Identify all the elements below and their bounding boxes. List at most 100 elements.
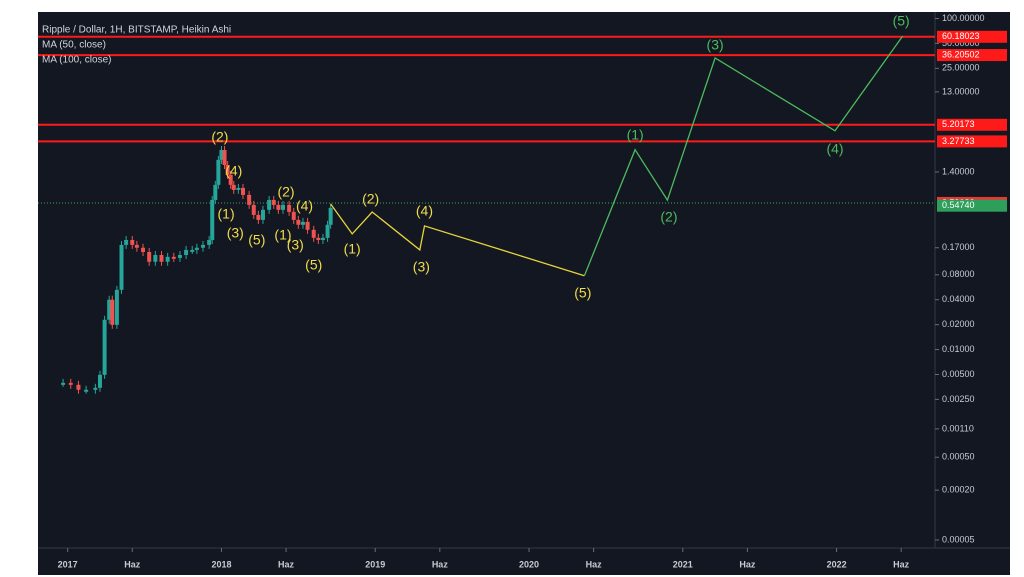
x-tick-label: 2018	[211, 559, 231, 569]
y-tick-label: 0.00250	[942, 394, 975, 404]
wave-label: (2)	[660, 209, 677, 225]
wave-label: (1)	[218, 206, 235, 222]
y-tick-label: 0.00005	[942, 534, 975, 544]
candle	[97, 374, 102, 388]
wave-label: (4)	[296, 198, 313, 214]
candle	[107, 299, 112, 320]
level-price-label: 3.27733	[942, 136, 975, 146]
candle	[219, 149, 224, 160]
wave-label: (2)	[211, 129, 228, 145]
candle	[61, 382, 66, 385]
candle	[165, 256, 170, 262]
candle	[260, 209, 265, 220]
y-tick-label: 0.02000	[942, 319, 975, 329]
candle	[251, 204, 256, 215]
candle	[177, 254, 182, 258]
candle	[207, 239, 212, 245]
x-tick-label: 2019	[365, 559, 385, 569]
candle	[328, 207, 333, 225]
candle	[216, 159, 221, 185]
candle	[305, 221, 310, 230]
plot-area: (2)(4)(1)(3) (5)(2)(4)(1)(3)(5)(1)(2)(3)(…	[38, 13, 935, 394]
y-tick-label: 0.00020	[942, 485, 975, 495]
y-tick-label: 0.04000	[942, 294, 975, 304]
last-price-box	[937, 199, 1007, 212]
candle	[190, 249, 195, 252]
legend-line: MA (50, close)	[42, 40, 106, 51]
x-tick-label: Haz	[432, 559, 449, 569]
wave-label: (4)	[225, 163, 242, 179]
candle	[102, 319, 107, 375]
chart-background	[38, 12, 1010, 575]
candle	[225, 164, 230, 175]
candle	[231, 184, 236, 190]
level-price-box	[937, 49, 1007, 62]
candle	[141, 247, 146, 253]
candle	[124, 239, 129, 245]
x-tick-label: Haz	[278, 559, 295, 569]
wave-label: (2)	[277, 184, 294, 200]
level-price-label: 5.20173	[942, 119, 975, 129]
candle	[280, 204, 285, 210]
y-tick-label: 0.00110	[942, 423, 974, 433]
y-tick-label: 0.00050	[942, 452, 975, 462]
candle	[287, 204, 292, 212]
wave-label: (2)	[362, 191, 379, 207]
candle	[119, 244, 124, 290]
wave-path	[330, 203, 585, 277]
candle	[153, 254, 158, 262]
x-tick-label: Haz	[893, 559, 910, 569]
y-tick-label: 13.00000	[942, 86, 980, 96]
candle	[159, 254, 164, 262]
wave-label: (4)	[826, 141, 843, 157]
candle	[271, 199, 276, 205]
x-tick-label: Haz	[739, 559, 756, 569]
y-tick-label: 25.00000	[942, 63, 980, 73]
x-tick-label: Haz	[124, 559, 141, 569]
wave-label: (5)	[305, 256, 322, 272]
candle	[300, 221, 305, 225]
candle	[256, 214, 261, 220]
candle	[114, 289, 119, 325]
axes: 100.00000 50.00000 25.00000 13.00000 1.40000…	[58, 13, 1007, 569]
candle	[291, 211, 296, 220]
last-price-label: 0.54740	[942, 200, 975, 210]
y-tick-label: 0.17000	[942, 242, 975, 252]
candle	[296, 219, 301, 225]
candle	[110, 299, 115, 325]
y-tick-label: 0.00500	[942, 369, 975, 379]
level-price-box	[937, 30, 1007, 43]
candle	[228, 174, 233, 185]
candle	[134, 244, 139, 248]
candle	[84, 389, 89, 392]
candle	[130, 239, 135, 245]
candle	[194, 247, 199, 250]
x-tick-label: 2021	[673, 559, 693, 569]
wave-label: (5)	[248, 232, 265, 248]
y-tick-label: 1.40000	[942, 166, 975, 176]
y-tick-label: 0.01000	[942, 344, 975, 354]
wave-path	[583, 35, 904, 276]
candle	[213, 184, 218, 200]
wave-label: (1)	[274, 227, 291, 243]
wave-label: (3)	[287, 237, 304, 253]
level-price-box	[937, 135, 1007, 148]
wave-label: (4)	[416, 203, 433, 219]
y-tick-label: 50.00000	[942, 38, 980, 48]
level-price-label: 60.18023	[942, 31, 980, 41]
candle	[316, 237, 321, 240]
x-tick-label: 2020	[519, 559, 539, 569]
candle	[201, 244, 206, 248]
candle	[171, 256, 176, 259]
candle	[276, 204, 281, 210]
candle	[147, 252, 152, 262]
candle	[311, 229, 316, 238]
candle	[76, 384, 81, 390]
wave-label: (3)	[707, 37, 724, 53]
level-price-label: 36.20502	[942, 49, 980, 59]
candle	[222, 149, 227, 165]
candle	[236, 187, 241, 190]
wave-label: (1)	[344, 241, 361, 257]
y-tick-label: 0.08000	[942, 269, 975, 279]
candle	[247, 194, 252, 205]
